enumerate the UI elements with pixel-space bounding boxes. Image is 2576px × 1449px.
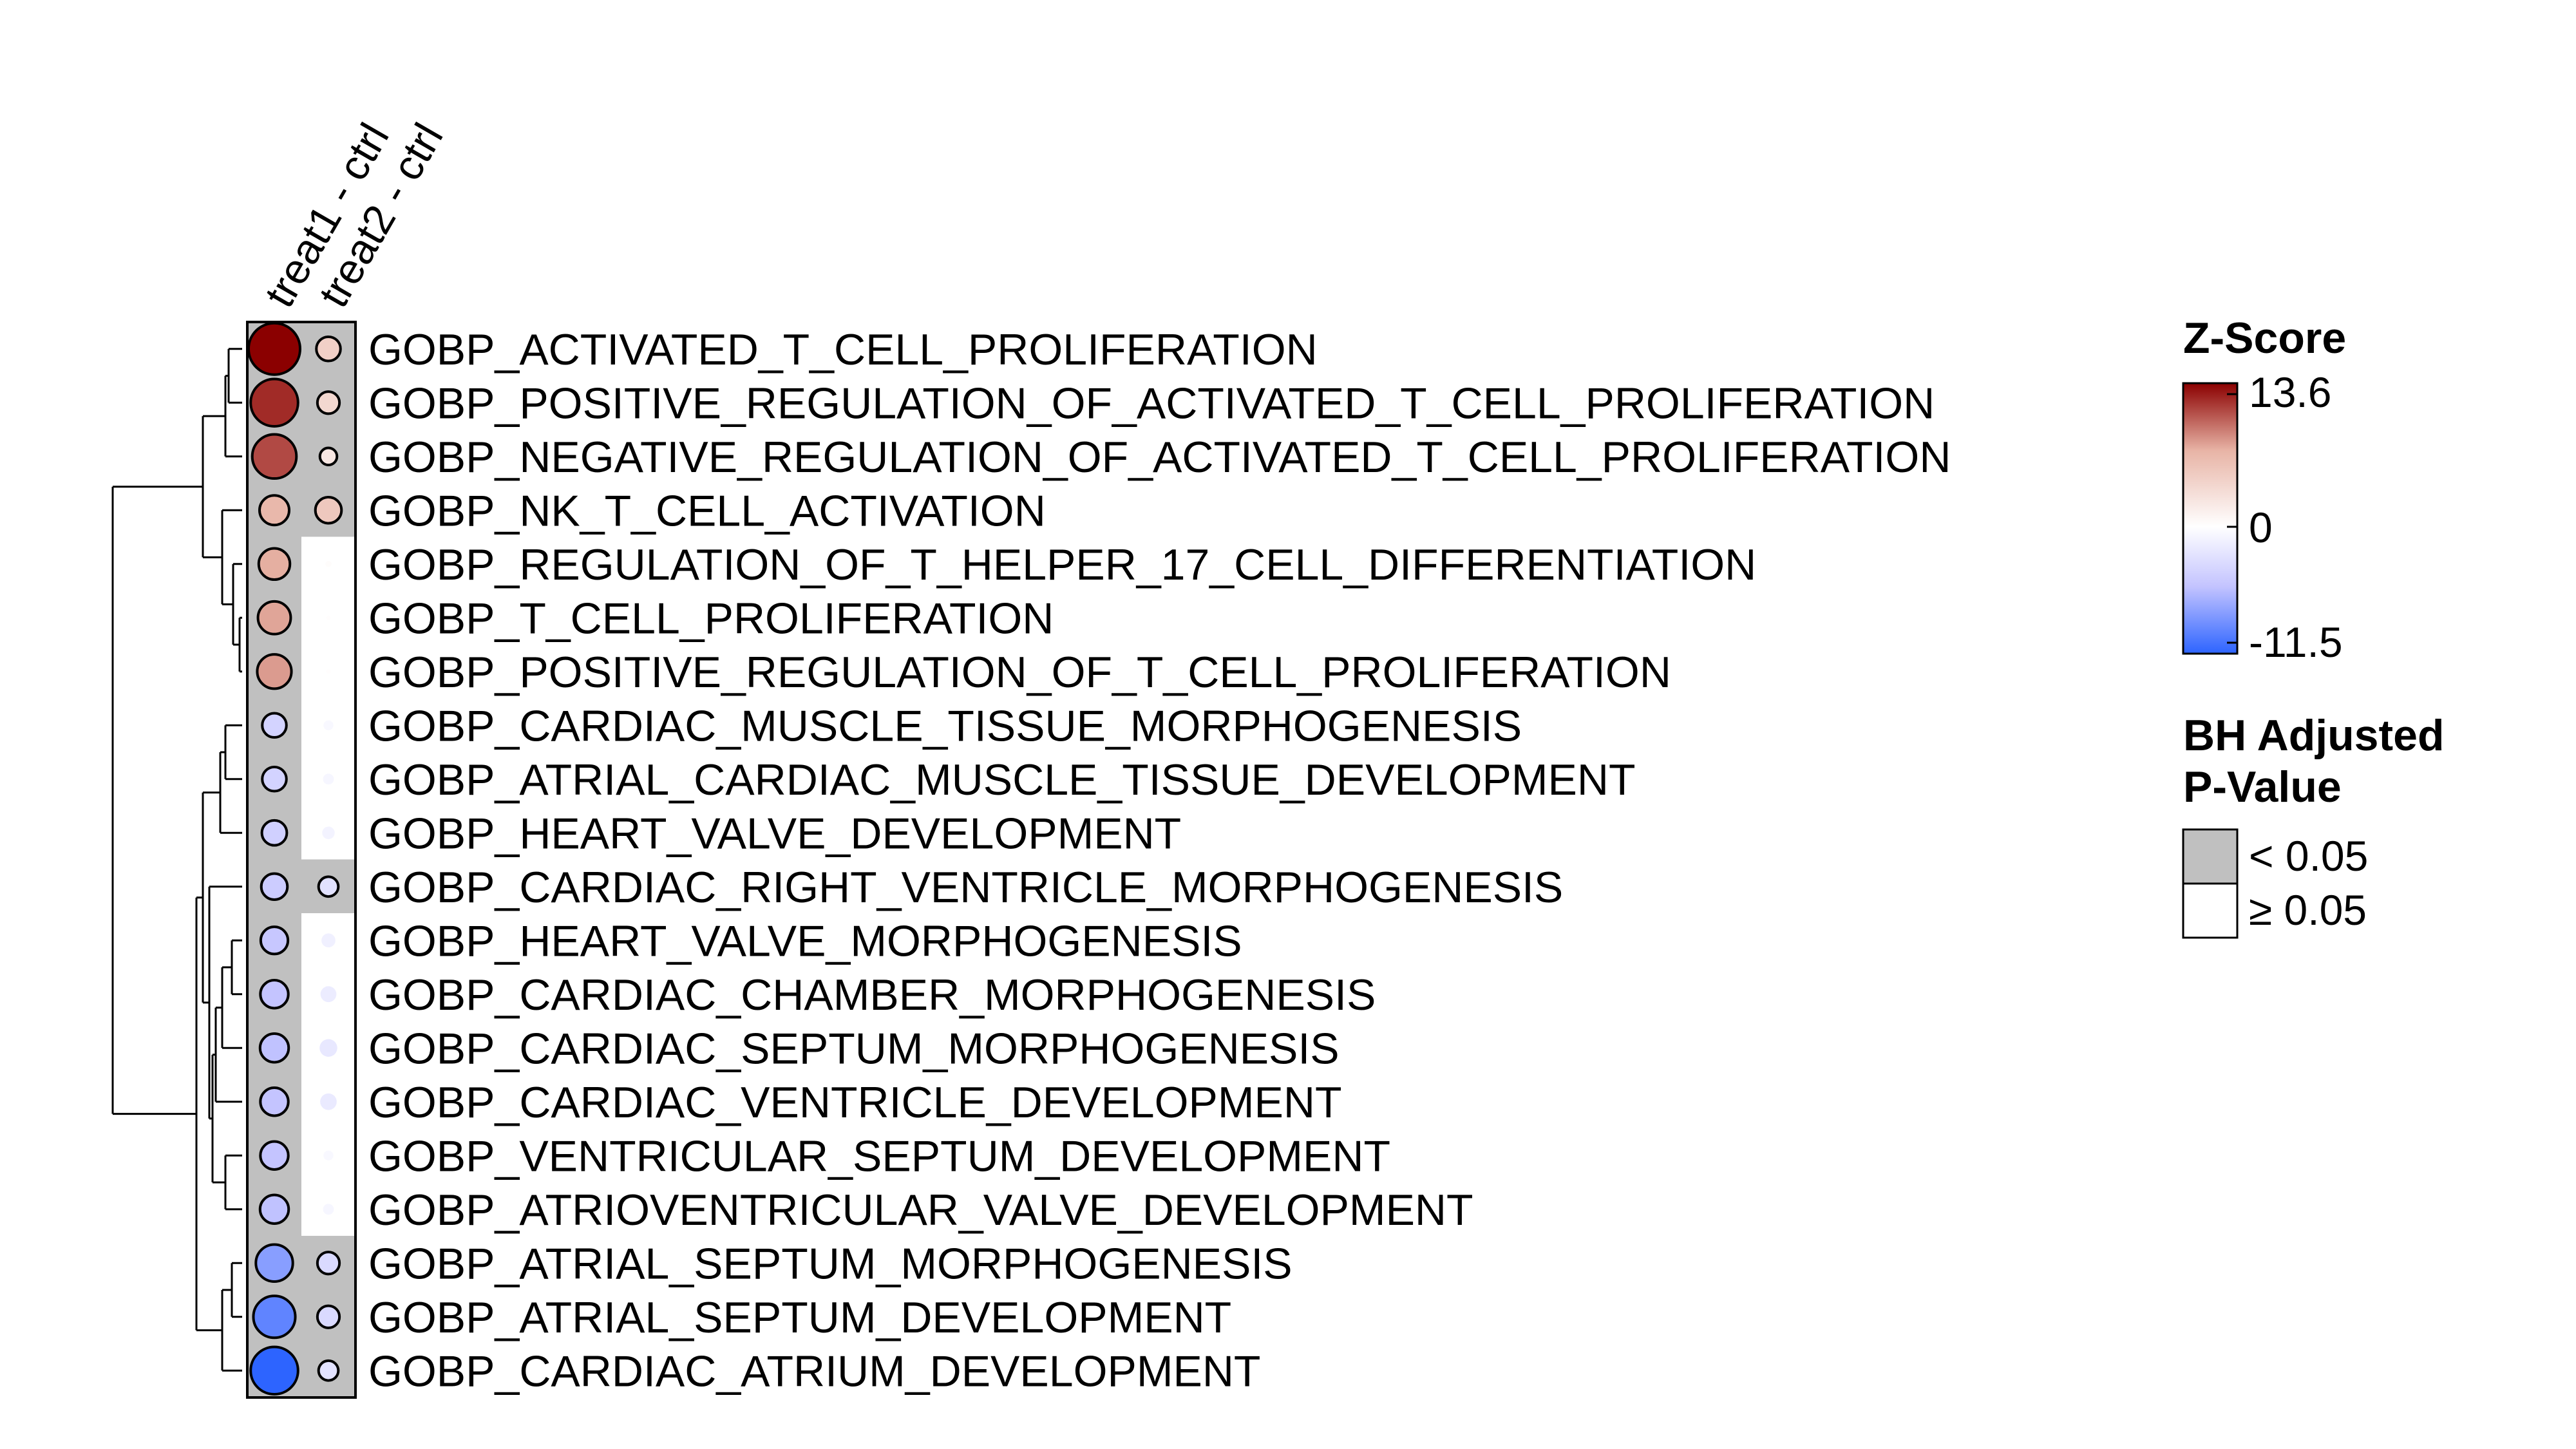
row-dendrogram <box>111 348 242 1372</box>
zscore-legend-title: Z-Score <box>2183 314 2346 363</box>
bubble <box>249 1345 299 1396</box>
bubble <box>247 321 301 376</box>
row-label: GOBP_T_CELL_PROLIFERATION <box>368 594 1054 643</box>
bubble <box>323 1204 334 1215</box>
pvalue-swatch-significant <box>2182 828 2239 885</box>
row-label: GOBP_ATRIAL_SEPTUM_DEVELOPMENT <box>368 1293 1231 1342</box>
bubble <box>259 1140 290 1171</box>
bubble <box>322 826 335 839</box>
bubble <box>317 1359 340 1382</box>
row-label: GOBP_CARDIAC_VENTRICLE_DEVELOPMENT <box>368 1078 1342 1127</box>
row-label: GOBP_CARDIAC_MUSCLE_TISSUE_MORPHOGENESIS <box>368 701 1522 750</box>
row-label: GOBP_CARDIAC_CHAMBER_MORPHOGENESIS <box>368 971 1376 1019</box>
bubble <box>254 1243 294 1283</box>
pvalue-legend-title-line2: P-Value <box>2183 762 2342 811</box>
zscore-max-label: 13.6 <box>2249 368 2331 416</box>
bubble <box>258 1193 290 1225</box>
bubble <box>320 1093 337 1110</box>
row-label: GOBP_NEGATIVE_REGULATION_OF_ACTIVATED_T_… <box>368 433 1951 482</box>
bubble <box>256 600 292 636</box>
row-label: GOBP_ACTIVATED_T_CELL_PROLIFERATION <box>368 325 1318 374</box>
bubble <box>258 1032 290 1064</box>
bubble <box>316 390 341 415</box>
bubble <box>315 335 342 363</box>
bubble <box>249 377 299 428</box>
bubble <box>316 1304 341 1329</box>
bubble <box>318 446 339 467</box>
bubble <box>317 875 340 898</box>
bubble <box>321 933 336 948</box>
bubble <box>316 1251 341 1276</box>
pvalue-swatch-nonsignificant <box>2182 882 2239 939</box>
row-label: GOBP_REGULATION_OF_T_HELPER_17_CELL_DIFF… <box>368 540 1756 589</box>
bubble <box>325 560 332 567</box>
bubble <box>260 819 289 847</box>
bubble <box>259 979 290 1010</box>
bubble <box>314 495 343 525</box>
row-labels: GOBP_ACTIVATED_T_CELL_PROLIFERATION GOBP_… <box>368 325 1951 1396</box>
bubble-marks <box>247 321 343 1396</box>
row-label: GOBP_ATRIOVENTRICULAR_VALVE_DEVELOPMENT <box>368 1186 1473 1235</box>
zscore-min-label: -11.5 <box>2249 618 2343 666</box>
zscore-legend: Z-Score 13.6 0 -11.5 <box>2182 314 2346 666</box>
bubble <box>259 925 290 956</box>
bubble <box>323 720 334 730</box>
bubble <box>326 669 331 674</box>
bubble <box>260 872 289 902</box>
bubble <box>261 765 288 793</box>
bubble <box>320 986 337 1003</box>
row-label: GOBP_POSITIVE_REGULATION_OF_T_CELL_PROLI… <box>368 648 1671 697</box>
bubble <box>259 1086 290 1117</box>
row-label: GOBP_CARDIAC_SEPTUM_MORPHOGENESIS <box>368 1024 1340 1073</box>
bubble <box>323 773 334 785</box>
bubble <box>261 712 288 739</box>
row-label: GOBP_VENTRICULAR_SEPTUM_DEVELOPMENT <box>368 1132 1390 1180</box>
bubble <box>257 547 292 582</box>
bubble <box>319 1039 337 1057</box>
row-label: GOBP_ATRIAL_SEPTUM_MORPHOGENESIS <box>368 1239 1293 1288</box>
row-label: GOBP_NK_T_CELL_ACTIVATION <box>368 486 1046 535</box>
bubble <box>326 615 331 620</box>
heatmap-border <box>246 321 357 1399</box>
significance-background <box>247 321 355 1398</box>
pvalue-legend-title-line1: BH Adjusted <box>2183 711 2444 760</box>
row-label: GOBP_CARDIAC_ATRIUM_DEVELOPMENT <box>368 1347 1260 1396</box>
bubble <box>323 1150 334 1160</box>
bubble <box>251 433 298 480</box>
row-label: GOBP_ATRIAL_CARDIAC_MUSCLE_TISSUE_DEVELO… <box>368 755 1636 804</box>
pvalue-label-significant: < 0.05 <box>2249 832 2368 880</box>
row-label: GOBP_HEART_VALVE_DEVELOPMENT <box>368 809 1181 858</box>
bubble <box>258 494 291 527</box>
zscore-mid-label: 0 <box>2249 504 2273 551</box>
row-label: GOBP_POSITIVE_REGULATION_OF_ACTIVATED_T_… <box>368 379 1935 428</box>
bubble <box>252 1294 297 1340</box>
row-label: GOBP_HEART_VALVE_MORPHOGENESIS <box>368 916 1242 965</box>
pvalue-legend: BH Adjusted P-Value < 0.05 ≥ 0.05 <box>2182 711 2444 939</box>
row-label: GOBP_CARDIAC_RIGHT_VENTRICLE_MORPHOGENES… <box>368 863 1563 912</box>
zscore-colorbar <box>2182 382 2239 655</box>
bubble <box>256 653 293 690</box>
pvalue-label-nonsignificant: ≥ 0.05 <box>2249 886 2367 934</box>
